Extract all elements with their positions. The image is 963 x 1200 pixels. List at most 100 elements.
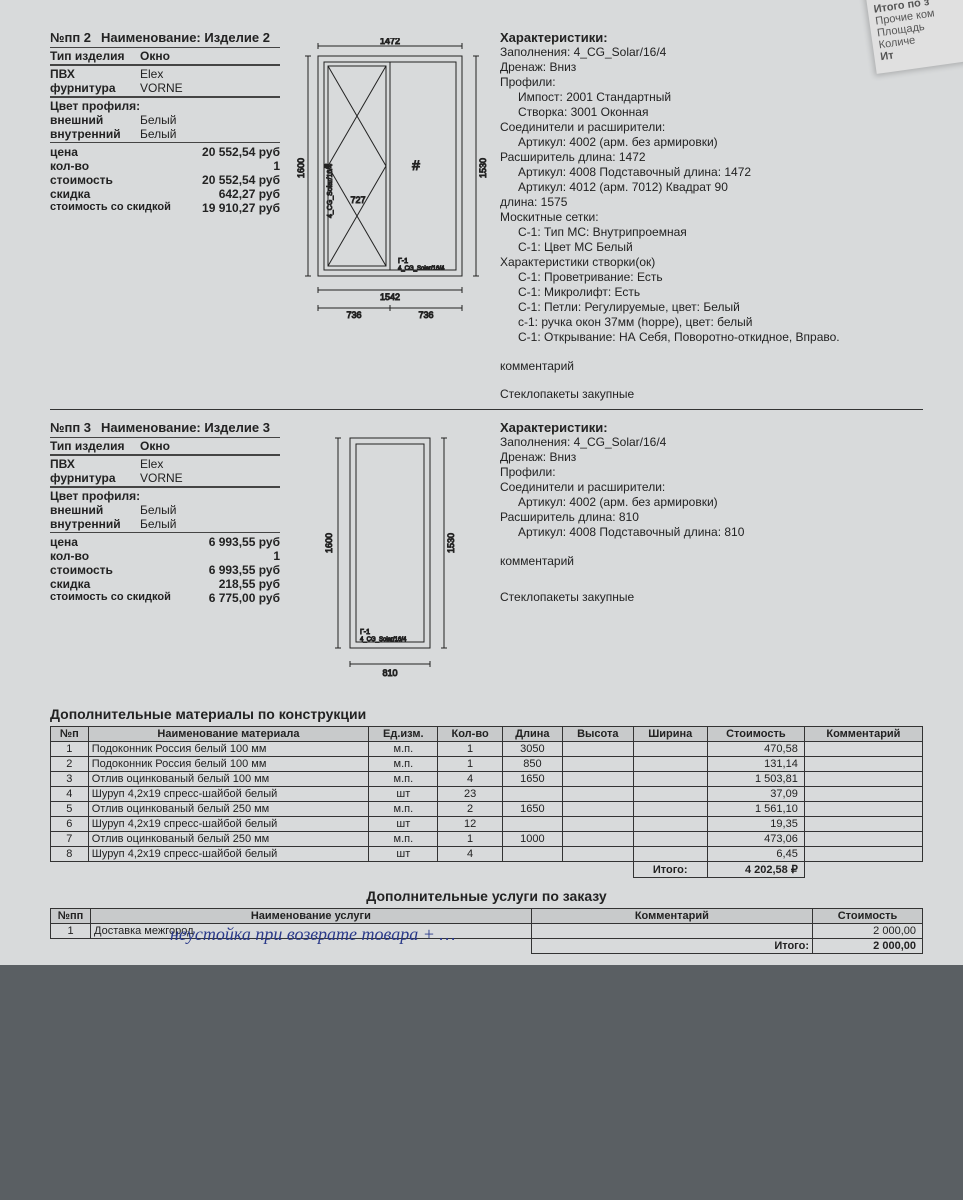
name-label: Наименование: (101, 420, 201, 435)
qty-value: 1 (273, 549, 280, 563)
table-cell (633, 757, 707, 772)
table-cell: 37,09 (707, 787, 804, 802)
table-header: Наименование материала (88, 727, 368, 742)
char-line: С-1: Тип МС: Внутрипроемная (500, 225, 923, 240)
svg-text:4_CG_Solar/16/4: 4_CG_Solar/16/4 (360, 637, 407, 643)
color-header: Цвет профиля: (50, 489, 280, 503)
svg-text:727: 727 (350, 195, 365, 205)
table-row: 5Отлив оцинкованый белый 250 ммм.п.21650… (51, 802, 923, 817)
color-header: Цвет профиля: (50, 99, 280, 113)
char-line: Дренаж: Вниз (500, 60, 923, 75)
svg-text:1530: 1530 (446, 533, 456, 553)
price-value: 6 993,55 руб (209, 535, 280, 549)
cost-value: 6 993,55 руб (209, 563, 280, 577)
price-label: цена (50, 535, 78, 549)
item-num: №пп 3 (50, 420, 91, 435)
table-cell: 8 (51, 847, 89, 862)
svg-text:736: 736 (418, 310, 433, 320)
table-cell (502, 847, 562, 862)
table-cell: 23 (438, 787, 502, 802)
order-document: Итого по з Прочие ком Площадь Количе Ит … (0, 0, 963, 965)
char-line: Дренаж: Вниз (500, 450, 923, 465)
table-cell: 1 503,81 (707, 772, 804, 787)
table-cell: 6,45 (707, 847, 804, 862)
table-cell (804, 772, 922, 787)
cost-label: стоимость (50, 563, 113, 577)
table-cell (502, 787, 562, 802)
char-line: С-1: Микролифт: Есть (500, 285, 923, 300)
handwritten-note: неустойка при возврате товара + … (170, 924, 923, 945)
char-line: Характеристики створки(ок) (500, 255, 923, 270)
svg-text:810: 810 (382, 668, 397, 678)
price-value: 20 552,54 руб (202, 145, 280, 159)
svg-text:Г-1: Г-1 (398, 258, 408, 265)
table-cell (804, 832, 922, 847)
char-line: Заполнения: 4_CG_Solar/16/4 (500, 45, 923, 60)
table-cell: шт (369, 787, 438, 802)
table-header: Наименование услуги (91, 909, 532, 924)
table-cell (633, 787, 707, 802)
type-value: Окно (140, 439, 170, 453)
qty-value: 1 (273, 159, 280, 173)
qty-label: кол-во (50, 159, 89, 173)
disc-label: скидка (50, 187, 90, 201)
table-cell: 470,58 (707, 742, 804, 757)
dcost-value: 6 775,00 руб (209, 591, 280, 605)
table-cell: 6 (51, 817, 89, 832)
table-cell: 7 (51, 832, 89, 847)
comment-label: комментарий (500, 359, 923, 373)
table-cell: м.п. (369, 742, 438, 757)
table-cell: 1 561,10 (707, 802, 804, 817)
item2-chars: Характеристики: Заполнения: 4_CG_Solar/1… (500, 30, 923, 401)
type-label: Тип изделия (50, 439, 140, 453)
services-title: Дополнительные услуги по заказу (50, 888, 923, 904)
item-num: №пп 2 (50, 30, 91, 45)
table-cell: 1000 (502, 832, 562, 847)
table-header: №п (51, 727, 89, 742)
table-cell (563, 847, 634, 862)
disc-label: скидка (50, 577, 90, 591)
table-cell (633, 742, 707, 757)
char-line: Импост: 2001 Стандартный (500, 90, 923, 105)
item-block-2: №пп 2 Наименование: Изделие 2 Тип издели… (50, 30, 923, 410)
table-row: 2Подоконник Россия белый 100 ммм.п.18501… (51, 757, 923, 772)
item3-left: №пп 3 Наименование: Изделие 3 Тип издели… (50, 420, 280, 688)
char-line: Створка: 3001 Оконная (500, 105, 923, 120)
qty-label: кол-во (50, 549, 89, 563)
ext-value: Белый (140, 503, 176, 517)
table-cell: м.п. (369, 832, 438, 847)
table-cell (563, 832, 634, 847)
mat-total-label: Итого: (633, 862, 707, 878)
furn-value: VORNE (140, 471, 183, 485)
svg-text:736: 736 (346, 310, 361, 320)
pvc-value: Elex (140, 457, 163, 471)
table-cell (633, 832, 707, 847)
table-header: Высота (563, 727, 634, 742)
furn-value: VORNE (140, 81, 183, 95)
item2-diagram: 1472 # 727 4_CG_Solar/16/4 Г-1 4_CG_Sola… (290, 30, 490, 401)
table-cell: 1 (438, 742, 502, 757)
table-cell: 2 (438, 802, 502, 817)
table-cell (804, 787, 922, 802)
svg-text:1600: 1600 (296, 158, 306, 178)
dcost-value: 19 910,27 руб (202, 201, 280, 215)
table-cell (563, 742, 634, 757)
table-cell: 131,14 (707, 757, 804, 772)
table-row: 7Отлив оцинкованый белый 250 ммм.п.11000… (51, 832, 923, 847)
char-line: Расширитель длина: 1472 (500, 150, 923, 165)
table-row: 6Шуруп 4,2х19 спресс-шайбой белыйшт1219,… (51, 817, 923, 832)
item3-diagram: Г-1 4_CG_Solar/16/4 1600 1530 810 (290, 420, 490, 688)
table-cell (563, 772, 634, 787)
table-cell: 850 (502, 757, 562, 772)
table-cell: 12 (438, 817, 502, 832)
char-line: Артикул: 4002 (арм. без армировки) (500, 495, 923, 510)
table-cell (633, 772, 707, 787)
item-block-3: №пп 3 Наименование: Изделие 3 Тип издели… (50, 420, 923, 696)
table-row: 3Отлив оцинкованый белый 100 ммм.п.41650… (51, 772, 923, 787)
furn-label: фурнитура (50, 471, 140, 485)
item-name: Изделие 3 (204, 420, 270, 435)
table-cell: м.п. (369, 772, 438, 787)
table-cell: 4 (438, 772, 502, 787)
table-cell: 4 (51, 787, 89, 802)
disc-value: 642,27 руб (219, 187, 280, 201)
